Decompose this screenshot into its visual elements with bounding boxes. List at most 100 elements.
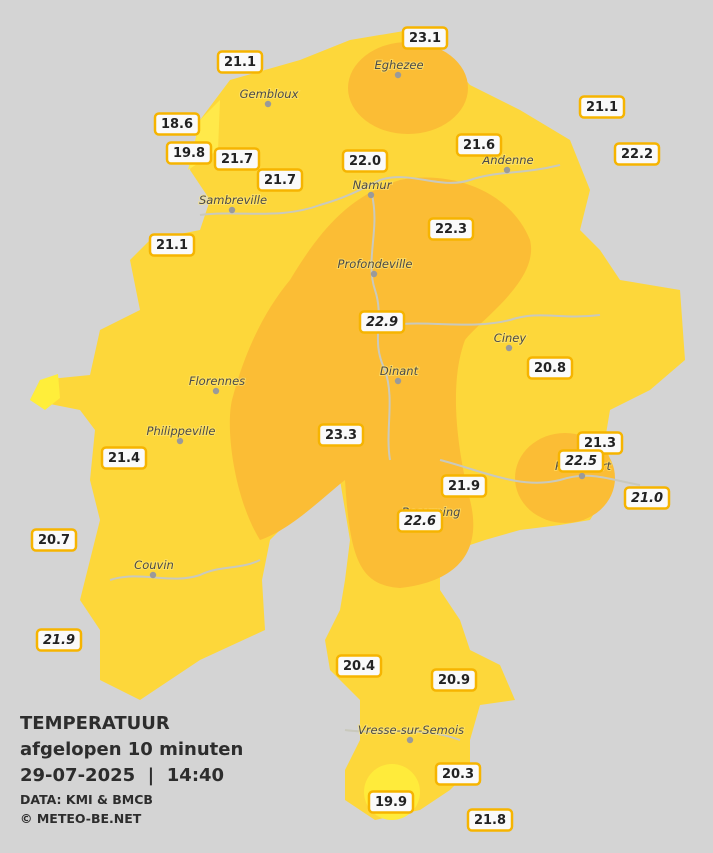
reading-box <box>401 26 449 50</box>
river <box>199 164 561 216</box>
reading: 22.6 <box>396 509 444 533</box>
reading-box <box>153 112 201 136</box>
reading: 22.3 <box>427 217 475 241</box>
reading-box <box>35 628 83 652</box>
reading-value: 20.7 <box>38 533 70 548</box>
town-dot <box>149 571 157 579</box>
reading: 21.3 <box>576 431 624 455</box>
town-label: Ciney <box>494 331 527 345</box>
legend: TEMPERATUUR afgelopen 10 minuten 29-07-2… <box>20 713 243 826</box>
river <box>391 314 601 326</box>
town-label: Dinant <box>380 364 419 378</box>
reading-box <box>430 668 478 692</box>
reading-box <box>100 446 148 470</box>
cool-zone <box>30 374 60 410</box>
reading: 21.9 <box>440 474 488 498</box>
reading: 23.1 <box>401 26 449 50</box>
reading-value: 21.7 <box>221 152 253 167</box>
reading: 21.8 <box>466 808 514 832</box>
reading: 21.7 <box>213 147 261 171</box>
river <box>344 729 461 741</box>
river <box>109 559 261 581</box>
reading-value: 22.0 <box>349 154 381 169</box>
legend-copyright: © METEO-BE.NET <box>20 811 142 826</box>
reading: 18.6 <box>153 112 201 136</box>
reading-box <box>434 762 482 786</box>
reading: 20.8 <box>526 356 574 380</box>
reading-box <box>427 217 475 241</box>
reading: 21.1 <box>216 50 264 74</box>
town-label: Couvin <box>134 558 174 572</box>
town-label: Sambreville <box>199 193 267 207</box>
reading: 20.7 <box>30 528 78 552</box>
town-label: Gembloux <box>240 87 299 101</box>
reading-box <box>30 528 78 552</box>
reading-value: 21.4 <box>108 451 140 466</box>
town-dot <box>367 191 375 199</box>
reading-value: 21.0 <box>631 491 663 506</box>
reading: 21.7 <box>256 168 304 192</box>
reading-value: 23.3 <box>325 428 357 443</box>
town-dot <box>578 472 586 480</box>
reading-value: 21.8 <box>474 813 506 828</box>
reading: 21.1 <box>578 95 626 119</box>
legend-title: TEMPERATUUR <box>20 713 170 734</box>
reading-box <box>578 95 626 119</box>
legend-subtitle: afgelopen 10 minuten <box>20 739 243 760</box>
readings: 23.1 21.1 18.6 19.8 21.7 21.7 22.0 21.6 21.1 22.2… <box>30 26 671 832</box>
reading: 22.0 <box>341 149 389 173</box>
reading-box <box>613 142 661 166</box>
reading-box <box>148 233 196 257</box>
reading-value: 19.9 <box>375 795 407 810</box>
reading-value: 22.2 <box>621 147 653 162</box>
town-dot <box>406 736 414 744</box>
reading: 20.4 <box>335 654 383 678</box>
warm-zone <box>348 42 468 134</box>
reading: 21.0 <box>623 486 671 510</box>
town-dot <box>394 377 402 385</box>
reading: 21.4 <box>100 446 148 470</box>
reading: 23.3 <box>317 423 365 447</box>
reading-value: 22.9 <box>366 315 398 330</box>
reading-box <box>358 310 406 334</box>
reading-box <box>367 790 415 814</box>
town-label: Vresse-sur-Semois <box>358 723 464 737</box>
reading-box <box>213 147 261 171</box>
reading-value: 21.9 <box>448 479 480 494</box>
reading-box <box>341 149 389 173</box>
reading: 20.9 <box>430 668 478 692</box>
reading-box <box>256 168 304 192</box>
reading-value: 21.1 <box>586 100 618 115</box>
reading-box <box>455 133 503 157</box>
reading-box <box>216 50 264 74</box>
town-label: Namur <box>353 178 393 192</box>
reading-box <box>396 509 444 533</box>
reading: 21.6 <box>455 133 503 157</box>
legend-datetime: 29-07-2025 | 14:40 <box>20 765 224 786</box>
reading: 22.9 <box>358 310 406 334</box>
reading-value: 22.5 <box>565 454 597 469</box>
river <box>439 459 641 486</box>
reading-value: 22.6 <box>404 514 436 529</box>
reading-box <box>557 449 605 473</box>
reading: 21.1 <box>148 233 196 257</box>
town-dot <box>370 270 378 278</box>
reading-value: 23.1 <box>409 31 441 46</box>
reading-value: 18.6 <box>161 117 193 132</box>
reading: 22.2 <box>613 142 661 166</box>
reading-value: 20.9 <box>438 673 470 688</box>
town-label: Florennes <box>189 374 245 388</box>
town-dot <box>503 166 511 174</box>
reading-box <box>623 486 671 510</box>
reading-value: 22.3 <box>435 222 467 237</box>
town-dot <box>212 387 220 395</box>
reading-box <box>526 356 574 380</box>
town-dot <box>505 344 513 352</box>
reading-value: 21.9 <box>43 633 75 648</box>
reading-box <box>335 654 383 678</box>
town-dot <box>176 437 184 445</box>
reading: 21.9 <box>35 628 83 652</box>
reading-box <box>466 808 514 832</box>
reading-value: 21.1 <box>224 55 256 70</box>
town-label: Profondeville <box>338 257 413 271</box>
